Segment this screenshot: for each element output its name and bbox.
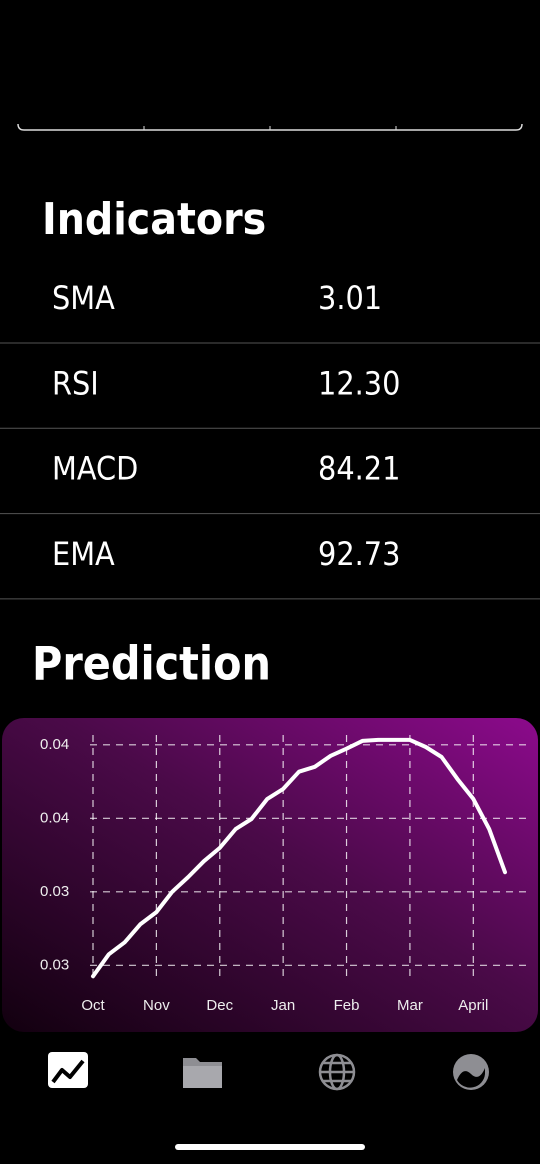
x-tick-label: Jan	[271, 997, 295, 1014]
previous-chart-ticks	[143, 126, 397, 130]
indicator-value: 12.30	[318, 364, 400, 402]
indicator-value: 3.01	[318, 279, 382, 317]
indicator-name: RSI	[52, 364, 99, 402]
indicators-table: SMA 3.01 RSI 12.30 MACD 84.21 EMA 92.73	[0, 279, 540, 600]
indicator-name: MACD	[52, 450, 138, 488]
tab-chart[interactable]	[48, 1052, 88, 1088]
tab-gauge[interactable]	[453, 1054, 489, 1090]
tab-bar	[48, 1052, 489, 1091]
y-tick-label: 0.04	[40, 736, 69, 753]
indicators-title: Indicators	[42, 194, 266, 245]
home-indicator	[175, 1144, 365, 1150]
chart-title: Prediction	[32, 637, 271, 691]
y-tick-label: 0.03	[40, 883, 69, 900]
indicator-value: 84.21	[318, 450, 400, 488]
x-tick-label: Oct	[81, 997, 105, 1014]
x-tick-label: Nov	[143, 997, 170, 1014]
x-tick-label: April	[458, 997, 488, 1014]
indicator-name: EMA	[52, 535, 115, 573]
x-tick-label: Dec	[206, 997, 233, 1014]
chart-card	[2, 718, 538, 1032]
x-tick-label: Feb	[334, 997, 360, 1014]
prediction-line	[91, 737, 507, 979]
tab-folder[interactable]	[183, 1058, 222, 1088]
y-tick-label: 0.04	[40, 809, 69, 826]
chart: 0.03 0.03 0.04 0.04 Oct Nov Dec Jan Feb Mar April	[40, 735, 532, 1014]
x-tick-label: Mar	[397, 997, 423, 1014]
indicator-name: SMA	[52, 279, 115, 317]
indicator-value: 92.73	[318, 535, 400, 573]
y-tick-label: 0.03	[40, 956, 69, 973]
tab-globe[interactable]	[318, 1053, 356, 1091]
